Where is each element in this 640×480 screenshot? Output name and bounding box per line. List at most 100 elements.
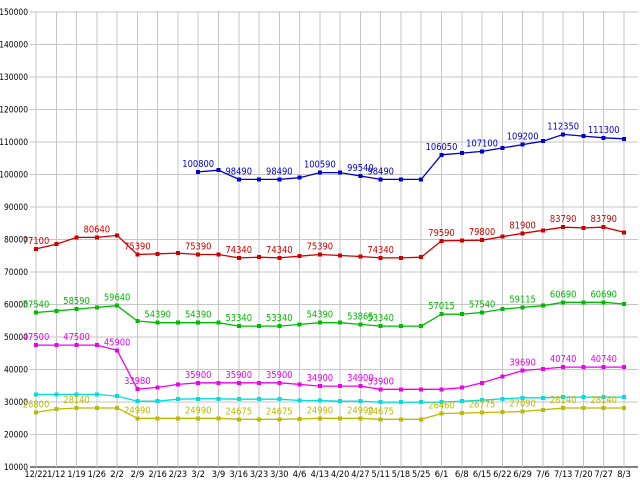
data-point-olive (236, 417, 241, 422)
data-label-olive: 26800 (23, 399, 50, 410)
data-point-olive (561, 406, 566, 410)
data-point-blue (317, 170, 322, 175)
data-point-olive (399, 417, 403, 422)
y-tick-label: 140000 (0, 41, 28, 51)
data-label-red: 83790 (550, 214, 577, 225)
data-point-blue (338, 170, 343, 175)
data-label-green: 53340 (266, 313, 293, 324)
data-label-magenta: 47500 (63, 332, 90, 343)
data-point-red (439, 238, 444, 243)
data-point-red (216, 252, 221, 257)
data-point-cyan (94, 392, 99, 397)
data-point-green (257, 324, 261, 329)
data-label-red: 80640 (84, 224, 111, 235)
data-point-magenta (317, 384, 322, 389)
data-point-magenta (520, 368, 525, 373)
data-point-green (601, 300, 606, 305)
data-label-olive: 26775 (469, 399, 496, 410)
series-line-green (35, 301, 625, 327)
data-point-green (135, 319, 140, 323)
data-point-magenta (459, 385, 464, 390)
data-point-green (480, 310, 485, 315)
data-point-cyan (257, 397, 261, 402)
data-point-green (74, 307, 79, 312)
x-tick-label: 7/13 (554, 470, 572, 480)
data-point-cyan (54, 392, 59, 397)
data-label-red: 75390 (307, 241, 334, 252)
data-point-red (500, 234, 505, 239)
y-tick-label: 120000 (0, 106, 28, 116)
x-tick-label: 3/9 (212, 470, 226, 480)
data-label-green: 60690 (590, 289, 617, 300)
data-label-magenta: 45900 (104, 337, 131, 348)
y-tick-label: 50000 (4, 333, 28, 343)
data-point-magenta (135, 387, 140, 392)
data-label-red: 81900 (509, 220, 536, 231)
data-point-cyan (155, 399, 160, 404)
data-label-green: 57540 (469, 299, 496, 310)
data-point-magenta (561, 365, 566, 370)
data-point-magenta (34, 343, 38, 348)
x-tick-label: 6/8 (455, 470, 469, 480)
data-point-blue (480, 149, 485, 154)
x-tick-label: 1/19 (67, 470, 86, 480)
data-point-cyan (480, 398, 485, 403)
data-point-green (155, 320, 160, 325)
data-point-cyan (236, 397, 241, 402)
data-point-magenta (196, 380, 201, 385)
data-point-red (257, 255, 261, 260)
data-point-red (581, 225, 586, 230)
data-point-magenta (115, 348, 120, 353)
data-point-blue (500, 146, 505, 150)
data-point-olive (155, 416, 160, 421)
data-label-green: 59115 (509, 294, 536, 305)
data-point-green (540, 303, 545, 308)
data-point-blue (540, 139, 545, 144)
data-point-olive (500, 410, 505, 415)
data-point-magenta (236, 380, 241, 385)
data-label-green: 57540 (23, 299, 50, 310)
data-point-olive (622, 406, 626, 410)
x-tick-label: 2/2 (110, 470, 124, 480)
data-point-cyan (622, 395, 626, 400)
y-tick-label: 20000 (4, 431, 28, 441)
data-point-magenta (399, 387, 403, 392)
data-point-magenta (216, 380, 221, 385)
data-point-magenta (439, 387, 444, 392)
x-tick-label: 5/25 (412, 470, 430, 480)
data-point-cyan (196, 396, 201, 401)
data-label-red: 74340 (367, 245, 394, 256)
data-point-red (277, 255, 282, 260)
data-point-magenta (155, 385, 160, 390)
data-label-olive: 27090 (509, 398, 536, 409)
data-label-green: 54390 (307, 310, 334, 321)
data-point-red (196, 252, 201, 257)
data-point-cyan (277, 397, 282, 402)
data-point-red (74, 235, 79, 240)
data-point-red (317, 252, 322, 257)
data-label-magenta: 34900 (347, 373, 374, 384)
data-label-green: 54390 (144, 310, 171, 321)
data-point-olive (358, 416, 363, 421)
data-point-cyan (216, 396, 221, 401)
x-tick-label: 6/22 (493, 470, 511, 480)
data-label-magenta: 33980 (124, 376, 151, 387)
data-label-red: 75390 (124, 241, 151, 252)
data-label-olive: 24990 (124, 405, 151, 416)
data-point-red (419, 255, 424, 260)
data-label-red: 79590 (428, 228, 455, 239)
data-label-blue: 111300 (588, 125, 620, 136)
x-tick-label: 7/6 (536, 470, 550, 480)
data-point-magenta (622, 365, 626, 370)
x-tick-label: 5/11 (371, 470, 389, 480)
data-point-olive (378, 417, 383, 422)
x-tick-label: 7/20 (574, 470, 593, 480)
x-tick-label: 12/22 (25, 470, 48, 480)
data-point-green (216, 320, 221, 325)
data-label-olive: 24990 (307, 405, 334, 416)
data-point-green (34, 310, 38, 315)
data-point-olive (34, 410, 38, 415)
data-point-cyan (317, 398, 322, 403)
data-point-red (480, 238, 485, 243)
data-point-red (155, 251, 160, 256)
